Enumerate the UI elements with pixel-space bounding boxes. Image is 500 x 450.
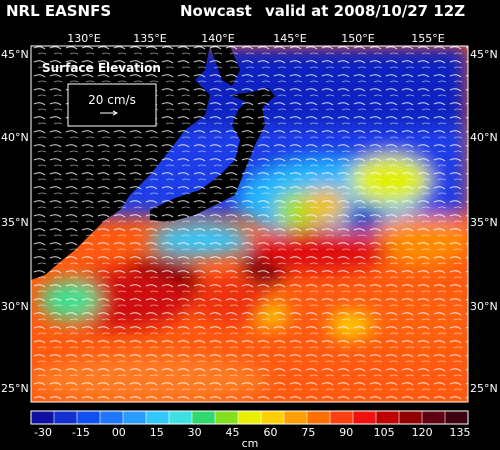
lat-tick-label: 35°N (470, 216, 498, 229)
colorbar-swatch (261, 411, 285, 424)
map-legend (67, 83, 157, 127)
lat-tick-label: 45°N (470, 48, 498, 61)
colorbar-swatch (330, 411, 354, 424)
colorbar-swatch (445, 411, 469, 424)
lat-tick-label: 30°N (470, 300, 498, 313)
colorbar-swatch (284, 411, 308, 424)
colorbar-label: 75 (301, 426, 315, 439)
colorbar-swatch (238, 411, 262, 424)
lat-tick-label: 25°N (470, 382, 498, 395)
colorbar-label: 120 (412, 426, 433, 439)
lon-tick-label: 135°E (133, 32, 166, 45)
colorbar-swatch (169, 411, 193, 424)
reference-vector-label: 20 cm/s (88, 93, 136, 107)
latitude-ticks-right: 45°N 40°N 35°N 30°N 25°N (470, 48, 498, 395)
colorbar-label: -30 (34, 426, 52, 439)
colorbar-swatch (422, 411, 446, 424)
colorbar-swatch (307, 411, 331, 424)
colorbar-swatch (100, 411, 124, 424)
lat-tick-label: 30°N (1, 300, 29, 313)
colorbar: -30 -15 00 15 30 45 60 75 90 105 120 135 (30, 410, 471, 439)
colorbar-label: 60 (263, 426, 277, 439)
colorbar-swatch (376, 411, 400, 424)
colorbar-swatch (54, 411, 78, 424)
lon-tick-label: 130°E (67, 32, 100, 45)
lon-tick-label: 140°E (201, 32, 234, 45)
lat-tick-label: 40°N (1, 131, 29, 144)
lat-tick-label: 35°N (1, 216, 29, 229)
lon-tick-label: 150°E (341, 32, 374, 45)
colorbar-swatch (146, 411, 170, 424)
colorbar-swatch (215, 411, 239, 424)
colorbar-label: 00 (112, 426, 126, 439)
valid-time: valid at 2008/10/27 12Z (265, 2, 466, 20)
colorbar-label: 105 (374, 426, 395, 439)
lon-tick-label: 155°E (411, 32, 444, 45)
colorbar-unit: cm (242, 437, 259, 450)
colorbar-swatch (123, 411, 147, 424)
sea-surface-field (31, 46, 468, 402)
colorbar-label: 15 (150, 426, 164, 439)
product-title: Nowcast (180, 2, 252, 20)
lat-tick-label: 40°N (470, 131, 498, 144)
colorbar-swatch (399, 411, 423, 424)
lat-tick-label: 45°N (1, 48, 29, 61)
colorbar-swatch (31, 411, 55, 424)
variable-label: Surface Elevation (42, 61, 161, 75)
colorbar-label: -15 (72, 426, 90, 439)
model-title: NRL EASNFS (6, 2, 112, 20)
latitude-ticks-left: 45°N 40°N 35°N 30°N 25°N (1, 48, 29, 395)
lat-tick-label: 25°N (1, 382, 29, 395)
colorbar-label: 45 (226, 426, 240, 439)
colorbar-label: 30 (188, 426, 202, 439)
colorbar-label: 90 (339, 426, 353, 439)
colorbar-label: 135 (450, 426, 471, 439)
lon-tick-label: 145°E (273, 32, 306, 45)
colorbar-swatch (77, 411, 101, 424)
colorbar-swatch (353, 411, 377, 424)
longitude-ticks: 130°E 135°E 140°E 145°E 150°E 155°E (67, 32, 444, 45)
colorbar-swatch (192, 411, 216, 424)
